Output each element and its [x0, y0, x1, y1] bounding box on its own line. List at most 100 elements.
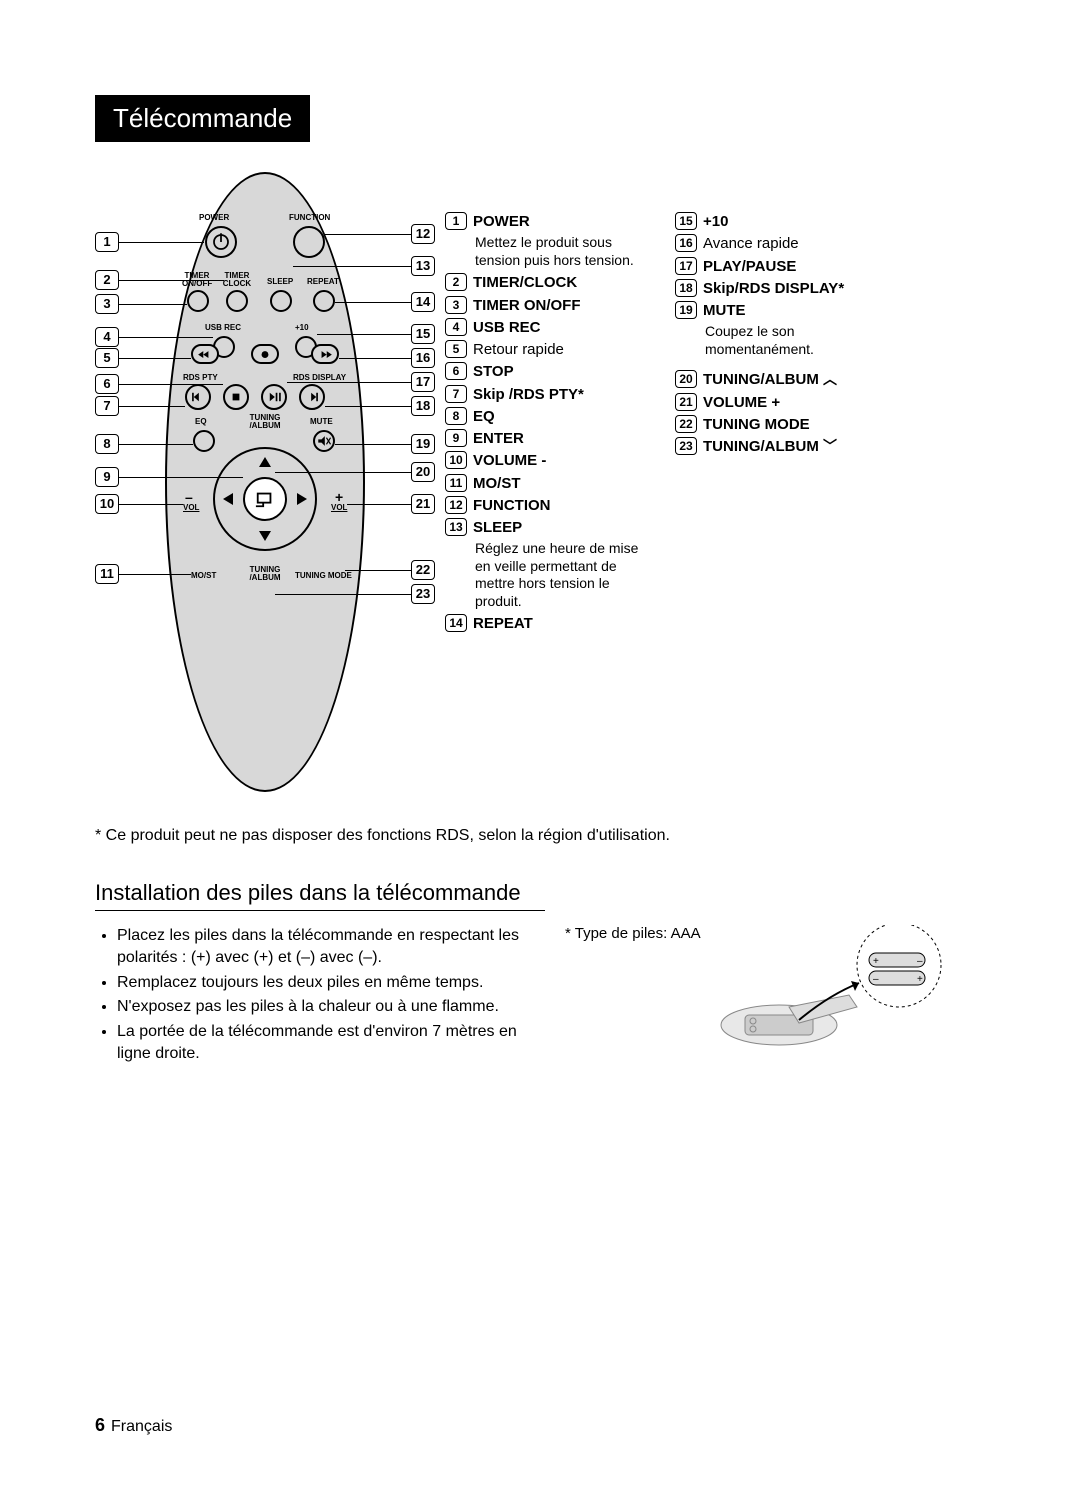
- battery-type-note: * Type de piles: AAA: [565, 925, 701, 942]
- btn-skip-next: [299, 384, 325, 410]
- legend-item-17: 17PLAY/PAUSE: [675, 257, 885, 277]
- callout-10: 10: [95, 494, 119, 514]
- label-tuning-album-top: TUNING/ALBUM: [245, 414, 285, 430]
- legend-desc-13: Réglez une heure de mise en veille perme…: [475, 540, 645, 610]
- legend-item-4: 4USB REC: [445, 318, 645, 338]
- label-repeat: REPEAT: [307, 278, 339, 286]
- label-eq: EQ: [195, 418, 207, 426]
- legend-column-2: 15+1016Avance rapide17PLAY/PAUSE18Skip/R…: [675, 212, 885, 637]
- callout-11: 11: [95, 564, 119, 584]
- legend-item-8: 8EQ: [445, 407, 645, 427]
- svg-text:–: –: [873, 974, 879, 985]
- legend-item-23: 23TUNING/ALBUM ﹀: [675, 437, 885, 457]
- callout-1: 1: [95, 232, 119, 252]
- legend-item-15: 15+10: [675, 212, 885, 232]
- callout-22: 22: [411, 560, 435, 580]
- page-title: Télécommande: [95, 95, 310, 142]
- install-bullet-3: La portée de la télécommande est d'envir…: [117, 1021, 545, 1066]
- legend-item-16: 16Avance rapide: [675, 234, 885, 254]
- legend-item-6: 6STOP: [445, 362, 645, 382]
- legend-item-10: 10VOLUME -: [445, 451, 645, 471]
- btn-fwd: [311, 344, 339, 364]
- btn-repeat: [313, 290, 335, 312]
- legend-item-22: 22TUNING MODE: [675, 415, 885, 435]
- label-minus: –: [185, 490, 193, 504]
- callout-16: 16: [411, 348, 435, 368]
- btn-rewind: [191, 344, 219, 364]
- label-tuning-album-bot: TUNING/ALBUM: [245, 566, 285, 582]
- btn-sleep: [270, 290, 292, 312]
- install-bullets: Placez les piles dans la télécommande en…: [95, 925, 545, 1067]
- battery-illustration: + – – +: [709, 925, 979, 1055]
- callout-2: 2: [95, 270, 119, 290]
- svg-text:–: –: [917, 956, 923, 967]
- svg-text:+: +: [873, 956, 879, 967]
- label-plus: +: [335, 490, 343, 504]
- legend-item-3: 3TIMER ON/OFF: [445, 296, 645, 316]
- callout-4: 4: [95, 327, 119, 347]
- label-most: MO/ST: [191, 572, 216, 580]
- label-vol-r: VOL: [331, 504, 347, 512]
- label-plus10: +10: [295, 324, 309, 332]
- dpad-arrows: [213, 447, 317, 551]
- callout-8: 8: [95, 434, 119, 454]
- label-rdspty: RDS PTY: [183, 374, 218, 382]
- legend-item-21: 21VOLUME +: [675, 393, 885, 413]
- btn-function: [293, 226, 325, 258]
- page-footer: 6Français: [95, 1415, 172, 1436]
- legend-desc-1: Mettez le produit sous tension puis hors…: [475, 234, 645, 269]
- legend-item-1: 1POWER: [445, 212, 645, 232]
- callout-20: 20: [411, 462, 435, 482]
- legend-desc-19: Coupez le son momentanément.: [705, 323, 885, 358]
- btn-stop: [223, 384, 249, 410]
- callout-23: 23: [411, 584, 435, 604]
- label-tuning-mode: TUNING MODE: [295, 572, 352, 580]
- legend-column-1: 1POWERMettez le produit sous tension pui…: [445, 212, 645, 637]
- legend-item-14: 14REPEAT: [445, 614, 645, 634]
- callout-5: 5: [95, 348, 119, 368]
- callout-13: 13: [411, 256, 435, 276]
- callout-15: 15: [411, 324, 435, 344]
- label-mute: MUTE: [310, 418, 333, 426]
- callout-12: 12: [411, 224, 435, 244]
- label-vol-l: VOL: [183, 504, 199, 512]
- callout-14: 14: [411, 292, 435, 312]
- legend-item-12: 12FUNCTION: [445, 496, 645, 516]
- label-usbrec: USB REC: [205, 324, 241, 332]
- legend-item-7: 7Skip /RDS PTY*: [445, 385, 645, 405]
- callout-21: 21: [411, 494, 435, 514]
- callout-18: 18: [411, 396, 435, 416]
- btn-play-pause: [261, 384, 287, 410]
- label-function: FUNCTION: [289, 214, 330, 222]
- legend-item-9: 9ENTER: [445, 429, 645, 449]
- remote-diagram: POWER FUNCTION TIMERON/OFF TIMERCLOCK SL…: [95, 172, 435, 792]
- legend-item-11: 11MO/ST: [445, 474, 645, 494]
- callout-17: 17: [411, 372, 435, 392]
- callout-9: 9: [95, 467, 119, 487]
- rds-footnote: * Ce produit peut ne pas disposer des fo…: [95, 827, 985, 845]
- callout-3: 3: [95, 294, 119, 314]
- btn-power: [205, 226, 237, 258]
- legend-item-13: 13SLEEP: [445, 518, 645, 538]
- install-bullet-0: Placez les piles dans la télécommande en…: [117, 925, 545, 970]
- install-bullet-2: N'exposez pas les piles à la chaleur ou …: [117, 996, 545, 1018]
- label-sleep: SLEEP: [267, 278, 293, 286]
- legend-item-20: 20TUNING/ALBUM ︿: [675, 370, 885, 390]
- btn-rec: [251, 344, 279, 364]
- legend-item-19: 19MUTE: [675, 301, 885, 321]
- install-heading: Installation des piles dans la télécomma…: [95, 880, 545, 911]
- callout-6: 6: [95, 374, 119, 394]
- btn-skip-prev: [185, 384, 211, 410]
- label-power: POWER: [199, 214, 229, 222]
- callout-7: 7: [95, 396, 119, 416]
- callout-19: 19: [411, 434, 435, 454]
- install-bullet-1: Remplacez toujours les deux piles en mêm…: [117, 972, 545, 994]
- label-timer-clock: TIMERCLOCK: [222, 272, 252, 288]
- btn-timer-onoff: [187, 290, 209, 312]
- legend-item-5: 5Retour rapide: [445, 340, 645, 360]
- btn-eq: [193, 430, 215, 452]
- label-rdsdisp: RDS DISPLAY: [293, 374, 346, 382]
- svg-text:+: +: [917, 974, 923, 985]
- btn-timer-clock: [226, 290, 248, 312]
- legend-item-2: 2TIMER/CLOCK: [445, 273, 645, 293]
